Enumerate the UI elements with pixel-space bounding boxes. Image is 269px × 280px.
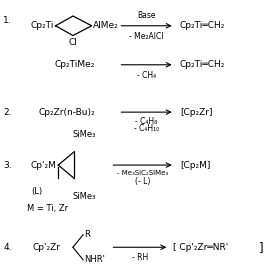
- Text: AlMe₂: AlMe₂: [93, 21, 119, 30]
- Text: SiMe₃: SiMe₃: [73, 130, 96, 139]
- Text: ]: ]: [259, 241, 264, 254]
- Text: [Cp₂M]: [Cp₂M]: [180, 160, 210, 170]
- Text: Cp'₂Zr: Cp'₂Zr: [33, 243, 61, 252]
- Text: Cp₂Ti: Cp₂Ti: [31, 21, 54, 30]
- Text: Cp₂TiMe₂: Cp₂TiMe₂: [54, 60, 95, 69]
- Text: - CH₄: - CH₄: [137, 71, 156, 80]
- Text: [Cp₂Zr]: [Cp₂Zr]: [180, 108, 213, 117]
- Text: (- L): (- L): [135, 177, 150, 186]
- Text: 2.: 2.: [3, 108, 12, 117]
- Text: M = Ti, Zr: M = Ti, Zr: [27, 204, 69, 213]
- Text: 3.: 3.: [3, 160, 12, 170]
- Text: Cp'₂M: Cp'₂M: [30, 160, 56, 170]
- Text: - C₄H₈: - C₄H₈: [135, 117, 158, 126]
- Text: Base: Base: [137, 11, 156, 20]
- Text: [ Cp'₂Zr═NR': [ Cp'₂Zr═NR': [173, 243, 229, 252]
- Text: R: R: [84, 230, 90, 239]
- Text: SiMe₃: SiMe₃: [73, 192, 96, 200]
- Text: - C₄H₁₀: - C₄H₁₀: [134, 124, 159, 133]
- Text: Cl: Cl: [69, 38, 77, 47]
- Text: - Me₂AlCl: - Me₂AlCl: [129, 32, 164, 41]
- Text: 4.: 4.: [3, 243, 12, 252]
- Text: Cp₂Ti═CH₂: Cp₂Ti═CH₂: [180, 60, 225, 69]
- Text: (L): (L): [31, 187, 43, 196]
- Text: - RH: - RH: [132, 253, 148, 262]
- Text: 1.: 1.: [3, 16, 12, 25]
- Text: Cp₂Ti═CH₂: Cp₂Ti═CH₂: [180, 21, 225, 30]
- Text: Cp₂Zr(n-Bu)₂: Cp₂Zr(n-Bu)₂: [38, 108, 95, 117]
- Text: - Me₃SiC₂SiMe₃: - Me₃SiC₂SiMe₃: [117, 170, 168, 176]
- Text: NHR': NHR': [84, 255, 105, 264]
